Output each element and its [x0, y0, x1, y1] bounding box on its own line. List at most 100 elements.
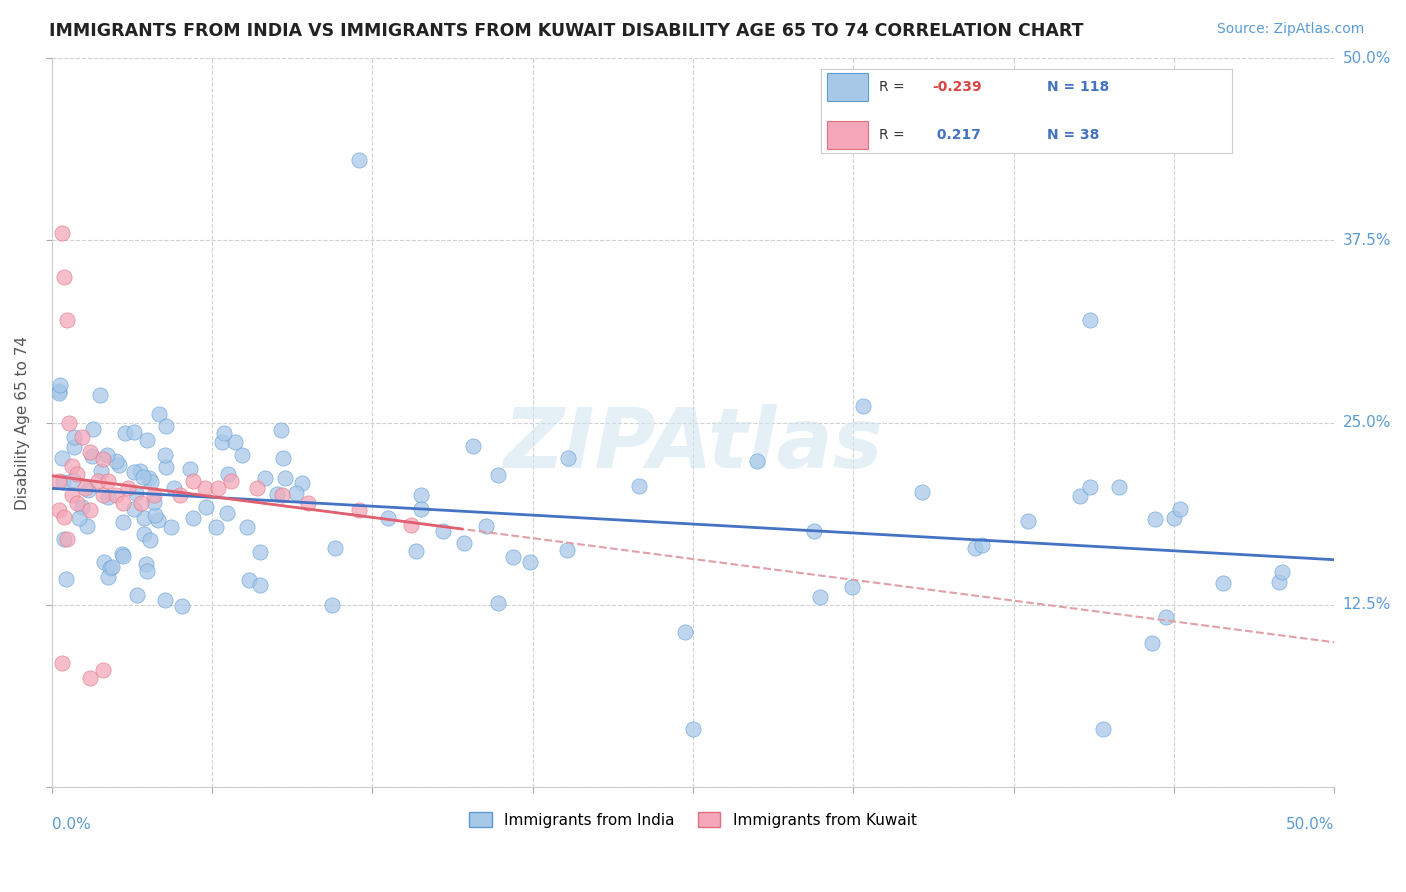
Point — [134, 527, 156, 541]
Point — [195, 500, 218, 515]
Point — [214, 425, 236, 440]
Text: 50.0%: 50.0% — [1286, 817, 1334, 832]
Point — [205, 520, 228, 534]
Point — [53, 510, 76, 524]
Point — [117, 481, 139, 495]
Point — [105, 454, 128, 468]
Point — [377, 511, 399, 525]
Point — [1143, 512, 1166, 526]
Point — [1069, 489, 1091, 503]
Point — [502, 549, 524, 564]
Point — [557, 450, 579, 465]
Point — [273, 471, 295, 485]
Point — [97, 474, 120, 488]
Point — [475, 518, 498, 533]
Text: 37.5%: 37.5% — [1343, 233, 1391, 248]
Point — [970, 538, 993, 552]
Point — [349, 153, 371, 168]
Point — [297, 496, 319, 510]
Point — [453, 536, 475, 550]
Point — [125, 485, 148, 500]
Point — [557, 543, 579, 558]
Point — [249, 544, 271, 558]
Point — [852, 399, 875, 413]
Point — [155, 448, 177, 462]
Point — [181, 474, 204, 488]
Point — [349, 503, 371, 517]
Point — [148, 407, 170, 421]
Point — [63, 429, 86, 443]
Point — [1092, 722, 1115, 736]
Point — [135, 558, 157, 572]
Point — [139, 533, 162, 547]
Point — [77, 483, 100, 498]
Point — [803, 524, 825, 538]
Point — [66, 496, 89, 510]
Point — [49, 378, 72, 392]
Point — [104, 488, 127, 502]
Point — [217, 467, 239, 481]
Point — [145, 508, 167, 522]
Point — [321, 598, 343, 612]
Point — [80, 449, 103, 463]
Point — [1017, 514, 1039, 528]
Point — [1108, 480, 1130, 494]
Point — [155, 460, 177, 475]
Point — [163, 481, 186, 495]
Point — [1212, 576, 1234, 591]
Point — [519, 555, 541, 569]
Point — [66, 467, 89, 481]
Point — [224, 434, 246, 449]
Point — [138, 471, 160, 485]
Point — [1080, 313, 1102, 327]
Point — [58, 416, 80, 430]
Point — [155, 419, 177, 434]
Point — [285, 486, 308, 500]
Point — [488, 596, 510, 610]
Point — [48, 386, 70, 401]
Point — [673, 624, 696, 639]
Point — [48, 503, 70, 517]
Text: 50.0%: 50.0% — [1343, 51, 1391, 66]
Point — [107, 458, 129, 472]
Point — [73, 481, 96, 495]
Point — [79, 503, 101, 517]
Point — [98, 561, 121, 575]
Point — [808, 590, 831, 604]
Point — [1168, 501, 1191, 516]
Point — [1271, 565, 1294, 579]
Point — [129, 465, 152, 479]
Point — [627, 479, 650, 493]
Point — [127, 588, 149, 602]
Point — [682, 722, 704, 736]
Text: IMMIGRANTS FROM INDIA VS IMMIGRANTS FROM KUWAIT DISABILITY AGE 65 TO 74 CORRELAT: IMMIGRANTS FROM INDIA VS IMMIGRANTS FROM… — [49, 22, 1084, 40]
Point — [238, 573, 260, 587]
Point — [53, 269, 76, 284]
Point — [236, 520, 259, 534]
Point — [1163, 511, 1185, 525]
Point — [72, 430, 94, 444]
Text: ZIPAtlas: ZIPAtlas — [503, 404, 883, 485]
Point — [122, 465, 145, 479]
Point — [141, 475, 163, 490]
Point — [96, 448, 118, 462]
Point — [51, 451, 73, 466]
Point — [52, 475, 75, 489]
Point — [215, 507, 238, 521]
Point — [266, 487, 288, 501]
Point — [56, 313, 79, 327]
Point — [194, 481, 217, 495]
Point — [461, 439, 484, 453]
Point — [97, 570, 120, 584]
Point — [231, 448, 253, 462]
Text: 25.0%: 25.0% — [1343, 415, 1391, 430]
Point — [86, 474, 108, 488]
Point — [249, 578, 271, 592]
Point — [134, 511, 156, 525]
Point — [405, 544, 427, 558]
Point — [51, 226, 73, 240]
Point — [291, 476, 314, 491]
Point — [131, 496, 153, 510]
Point — [70, 500, 93, 515]
Point — [142, 494, 165, 508]
